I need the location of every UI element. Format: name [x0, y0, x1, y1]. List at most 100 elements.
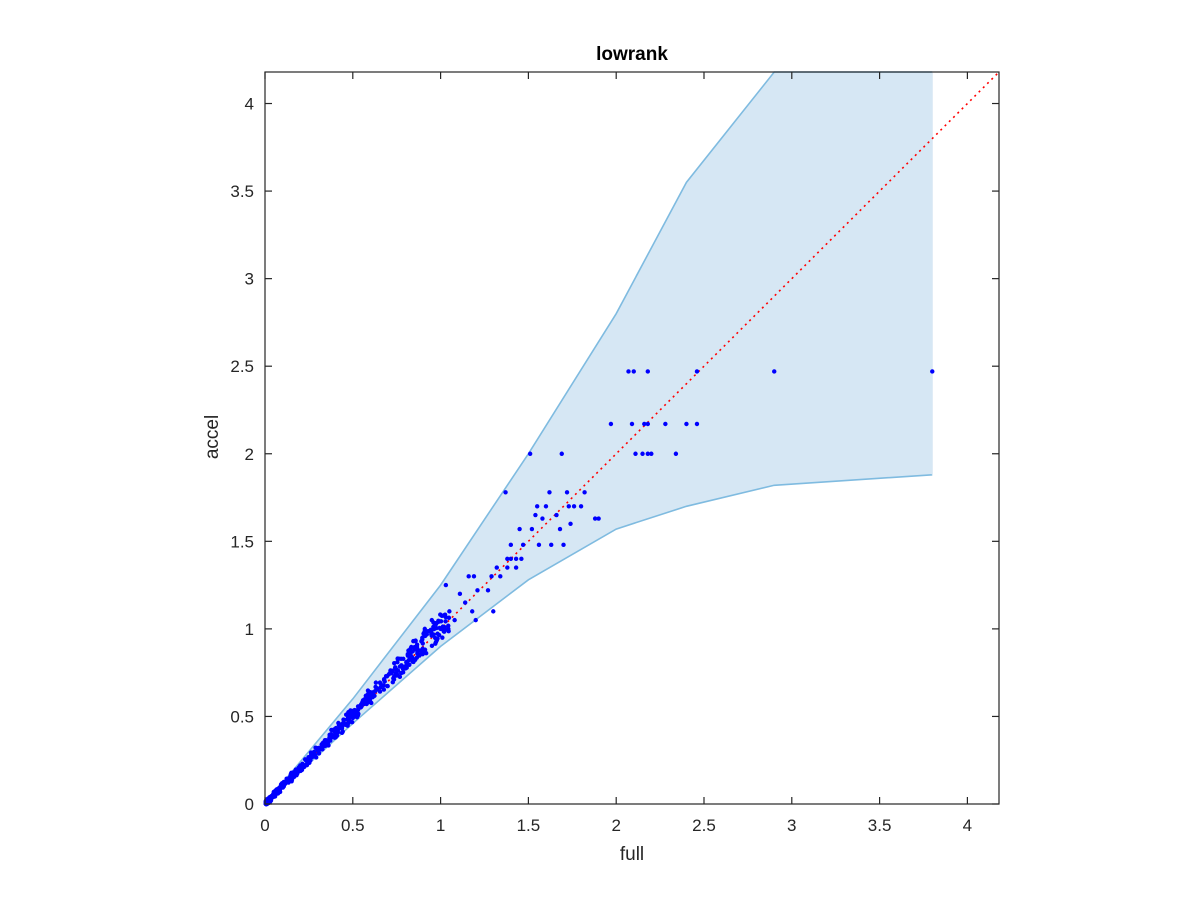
data-point [435, 631, 440, 636]
data-point [517, 526, 522, 532]
data-point [475, 588, 480, 593]
y-tick-label: 1.5 [230, 532, 254, 551]
data-point [392, 660, 397, 666]
data-point [438, 626, 443, 632]
data-point [673, 451, 679, 456]
data-point [473, 617, 478, 623]
data-point [272, 788, 278, 794]
data-point [389, 671, 394, 676]
data-point [405, 653, 411, 658]
data-point [345, 717, 350, 722]
data-point [462, 600, 468, 605]
data-point [930, 369, 935, 374]
x-tick-label: 0 [260, 816, 269, 835]
data-point [373, 680, 379, 685]
data-point [498, 574, 503, 579]
data-point [457, 591, 463, 597]
data-point [393, 671, 399, 676]
band-lower-edge [264, 473, 933, 805]
data-point [534, 504, 540, 509]
data-point [277, 786, 282, 791]
data-point [508, 556, 514, 562]
data-point [368, 700, 373, 705]
data-point [592, 516, 598, 521]
data-point [426, 628, 431, 634]
data-point [316, 745, 322, 751]
y-tick-label: 4 [245, 95, 254, 114]
y-tick-label: 0 [245, 795, 254, 814]
data-point [533, 512, 538, 518]
data-point [372, 693, 377, 699]
x-tick-label: 2.5 [692, 816, 716, 835]
data-point [529, 526, 535, 532]
data-point [485, 588, 491, 593]
data-point [633, 451, 638, 456]
chart-title: lowrank [596, 44, 668, 65]
y-tick-label: 1 [245, 620, 254, 639]
data-point [335, 730, 341, 735]
data-point [413, 657, 418, 663]
data-point [316, 750, 322, 756]
data-point [631, 369, 636, 374]
data-point [374, 686, 380, 691]
data-point [443, 582, 449, 588]
data-point [433, 641, 438, 646]
data-point [626, 369, 631, 374]
data-point [684, 421, 689, 427]
axes [264, 71, 1000, 805]
data-point [645, 421, 651, 427]
data-point [346, 710, 351, 715]
data-point [421, 631, 426, 636]
data-point [346, 721, 351, 726]
data-points [263, 369, 935, 807]
data-point [429, 643, 435, 649]
data-point [436, 618, 441, 624]
data-point [547, 490, 552, 495]
data-point [320, 747, 325, 752]
data-point [399, 670, 404, 676]
x-tick-label: 4 [963, 816, 972, 835]
data-point [540, 516, 545, 521]
data-point [505, 565, 510, 570]
y-tick-label: 0.5 [230, 707, 254, 726]
data-point [772, 369, 777, 374]
data-point [406, 648, 411, 653]
data-point [440, 635, 445, 640]
y-axis-label: accel [202, 415, 223, 459]
x-axis-label: full [620, 844, 644, 865]
x-tick-label: 1 [436, 816, 445, 835]
data-point [649, 451, 654, 456]
data-point [327, 735, 333, 741]
data-point [629, 421, 635, 427]
y-tick-label: 2.5 [230, 357, 254, 376]
data-point [310, 753, 315, 759]
data-point [293, 772, 299, 777]
data-point [381, 687, 387, 692]
data-point [382, 679, 387, 684]
data-point [520, 542, 526, 548]
data-point [397, 664, 403, 669]
data-point [441, 629, 446, 634]
data-point [443, 619, 448, 624]
data-point [645, 369, 651, 374]
data-point [549, 542, 554, 548]
data-point [331, 733, 337, 739]
x-tick-label: 3.5 [868, 816, 892, 835]
data-point [568, 521, 573, 527]
data-point [404, 665, 409, 670]
data-point [578, 504, 584, 509]
data-point [489, 574, 494, 579]
data-point [431, 624, 436, 630]
data-point [385, 683, 390, 689]
data-point [300, 761, 305, 766]
data-point [543, 504, 549, 509]
x-tick-label: 1.5 [517, 816, 541, 835]
data-point [596, 516, 601, 521]
data-point [319, 742, 325, 747]
data-point [307, 760, 312, 766]
data-point [559, 451, 564, 456]
data-point [452, 617, 457, 623]
data-point [494, 565, 499, 570]
data-point [401, 656, 406, 662]
